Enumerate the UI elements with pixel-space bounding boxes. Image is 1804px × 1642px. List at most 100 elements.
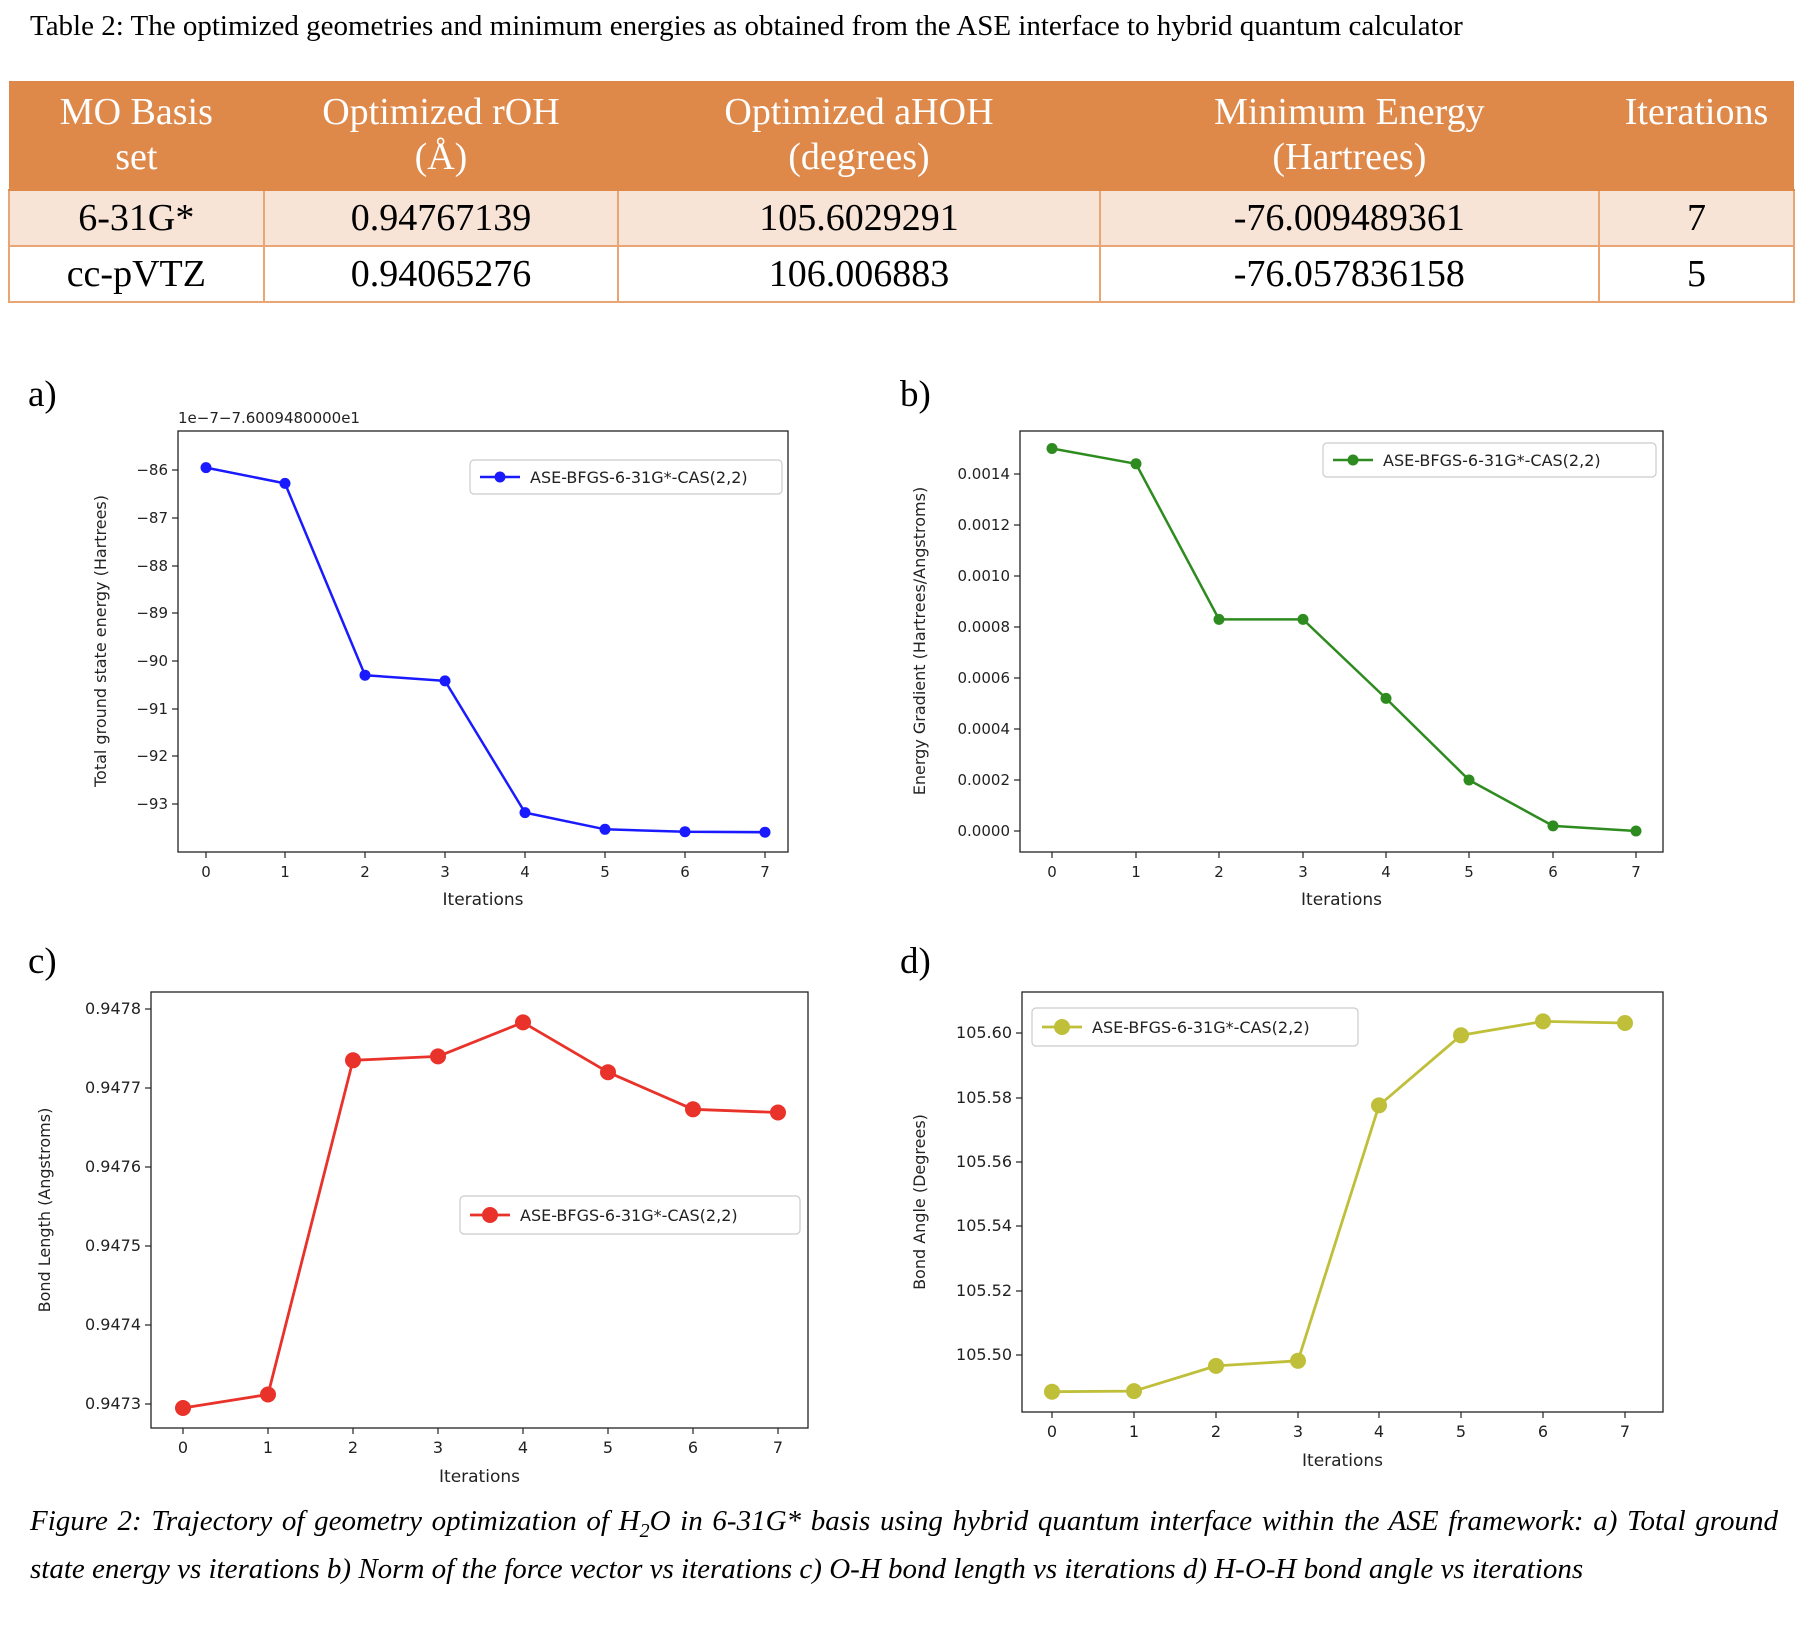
x-axis-label: Iterations bbox=[439, 1467, 520, 1487]
legend-entry: ASE-BFGS-6-31G*-CAS(2,2) bbox=[1383, 451, 1601, 470]
table-cell: 7 bbox=[1598, 189, 1795, 247]
data-point bbox=[1297, 613, 1309, 625]
table-cell: 0.94065276 bbox=[262, 245, 620, 303]
legend-entry: ASE-BFGS-6-31G*-CAS(2,2) bbox=[520, 1206, 738, 1225]
y-tick-label: 0.9474 bbox=[85, 1315, 141, 1334]
x-tick-label: 0 bbox=[178, 1438, 188, 1457]
plot-frame bbox=[1021, 991, 1664, 1413]
legend-marker bbox=[1347, 454, 1359, 466]
data-point bbox=[1463, 774, 1475, 786]
x-tick-label: 7 bbox=[773, 1438, 783, 1457]
x-tick-label: 2 bbox=[1211, 1422, 1221, 1441]
y-tick-label: 0.9475 bbox=[85, 1236, 141, 1255]
legend-marker bbox=[482, 1207, 498, 1223]
legend-marker bbox=[494, 471, 506, 483]
data-point bbox=[175, 1400, 191, 1416]
y-axis-label: Energy Gradient (Hartrees/Angstroms) bbox=[910, 487, 929, 795]
y-tick-label: 0.9477 bbox=[85, 1078, 141, 1097]
data-point bbox=[679, 826, 691, 838]
table-row: cc-pVTZ 0.94065276 106.006883 -76.057836… bbox=[8, 245, 1795, 303]
y-tick-label: 105.58 bbox=[956, 1088, 1012, 1107]
y-tick-label: 105.54 bbox=[956, 1216, 1012, 1235]
y-tick-label: −87 bbox=[136, 509, 168, 527]
data-point bbox=[345, 1052, 361, 1069]
series-line bbox=[1051, 1020, 1626, 1394]
chart-legend: ASE-BFGS-6-31G*-CAS(2,2) bbox=[459, 1195, 801, 1235]
table-header-row: MO Basis set Optimized rOH (Å) Optimized a… bbox=[9, 81, 1794, 191]
table-caption: Table 2: The optimized geometries and mi… bbox=[30, 10, 1463, 42]
panel-label-c: c) bbox=[28, 941, 57, 982]
y-tick-label: 0.0010 bbox=[958, 567, 1011, 585]
plot-frame bbox=[150, 991, 809, 1429]
x-tick-label: 4 bbox=[1374, 1422, 1384, 1441]
data-point bbox=[260, 1386, 276, 1403]
x-tick-label: 7 bbox=[1631, 863, 1641, 881]
data-point bbox=[519, 807, 531, 819]
table-cell: cc-pVTZ bbox=[8, 245, 265, 303]
chart-legend: ASE-BFGS-6-31G*-CAS(2,2) bbox=[1031, 1007, 1359, 1047]
x-tick-label: 3 bbox=[1293, 1422, 1303, 1441]
y-axis-label: Bond Angle (Degrees) bbox=[910, 1114, 929, 1290]
data-point bbox=[1130, 458, 1142, 470]
y-tick-label: −92 bbox=[136, 747, 168, 765]
x-axis-label: Iterations bbox=[1301, 890, 1382, 910]
x-axis-label: Iterations bbox=[443, 890, 524, 910]
data-point bbox=[1213, 613, 1225, 625]
data-point bbox=[279, 477, 291, 489]
y-tick-label: 105.52 bbox=[956, 1281, 1012, 1300]
plot-frame bbox=[177, 430, 789, 853]
data-point bbox=[1617, 1015, 1633, 1031]
data-point bbox=[1371, 1097, 1387, 1114]
series-line bbox=[182, 1021, 779, 1410]
data-point bbox=[759, 826, 771, 838]
x-tick-label: 5 bbox=[600, 863, 610, 881]
x-tick-label: 6 bbox=[1538, 1422, 1548, 1441]
x-tick-label: 1 bbox=[1129, 1422, 1139, 1441]
data-point bbox=[599, 823, 611, 835]
x-tick-label: 5 bbox=[603, 1438, 613, 1457]
data-point bbox=[1046, 443, 1058, 454]
data-point bbox=[1290, 1352, 1306, 1369]
results-table: MO Basis set Optimized rOH (Å) Optimized a… bbox=[8, 81, 1795, 303]
x-tick-label: 5 bbox=[1464, 863, 1474, 881]
y-axis-label: Bond Length (Angstroms) bbox=[35, 1108, 54, 1313]
y-tick-label: 0.0006 bbox=[958, 669, 1011, 687]
header-cell-basis: MO Basis set bbox=[9, 81, 264, 191]
x-tick-label: 1 bbox=[263, 1438, 273, 1457]
x-tick-label: 0 bbox=[1047, 863, 1057, 881]
data-point bbox=[1630, 825, 1642, 837]
x-tick-label: 6 bbox=[688, 1438, 698, 1457]
table-row: 6-31G* 0.94767139 105.6029291 -76.009489… bbox=[8, 189, 1795, 247]
data-point bbox=[770, 1104, 786, 1121]
table-cell: 5 bbox=[1598, 245, 1795, 303]
x-tick-label: 4 bbox=[520, 863, 530, 881]
data-point bbox=[515, 1014, 531, 1031]
data-point bbox=[200, 462, 212, 474]
header-cell-ahoh: Optimized aHOH (degrees) bbox=[618, 81, 1100, 191]
legend-entry: ASE-BFGS-6-31G*-CAS(2,2) bbox=[530, 468, 748, 487]
x-tick-label: 1 bbox=[280, 863, 290, 881]
x-tick-label: 4 bbox=[1381, 863, 1391, 881]
y-axis-label: Total ground state energy (Hartrees) bbox=[91, 495, 110, 788]
y-tick-label: −88 bbox=[136, 557, 168, 575]
table-cell: -76.057836158 bbox=[1098, 245, 1601, 303]
y-tick-label: 0.0008 bbox=[958, 618, 1011, 636]
header-cell-roh: Optimized rOH (Å) bbox=[263, 81, 619, 191]
chart-panel-b: 0 1 2 3 4 5 6 7 0.0000 0.0002 0.0004 0.0006 0.0008 0.… bbox=[910, 430, 1664, 910]
panel-label-a: a) bbox=[28, 374, 57, 415]
plot-frame bbox=[1019, 430, 1664, 853]
y-tick-label: 0.9473 bbox=[85, 1394, 141, 1413]
chart-panel-a: 0 1 2 3 4 5 6 7 −86 −87 −88 −89 −90 −91 −92 −93 Iteratio… bbox=[91, 409, 789, 910]
y-tick-label: 105.56 bbox=[956, 1152, 1012, 1171]
y-tick-label: −93 bbox=[136, 795, 168, 813]
x-tick-label: 2 bbox=[360, 863, 370, 881]
table-cell: 0.94767139 bbox=[262, 189, 620, 247]
table-cell: 106.006883 bbox=[617, 245, 1101, 303]
x-tick-label: 7 bbox=[760, 863, 770, 881]
figure-caption: Figure 2: Trajectory of geometry optimiz… bbox=[30, 1505, 1779, 1585]
y-tick-label: 0.0002 bbox=[958, 771, 1011, 789]
data-point bbox=[1547, 820, 1559, 832]
data-point bbox=[439, 675, 451, 687]
legend-entry: ASE-BFGS-6-31G*-CAS(2,2) bbox=[1092, 1018, 1310, 1037]
x-tick-label: 3 bbox=[440, 863, 450, 881]
